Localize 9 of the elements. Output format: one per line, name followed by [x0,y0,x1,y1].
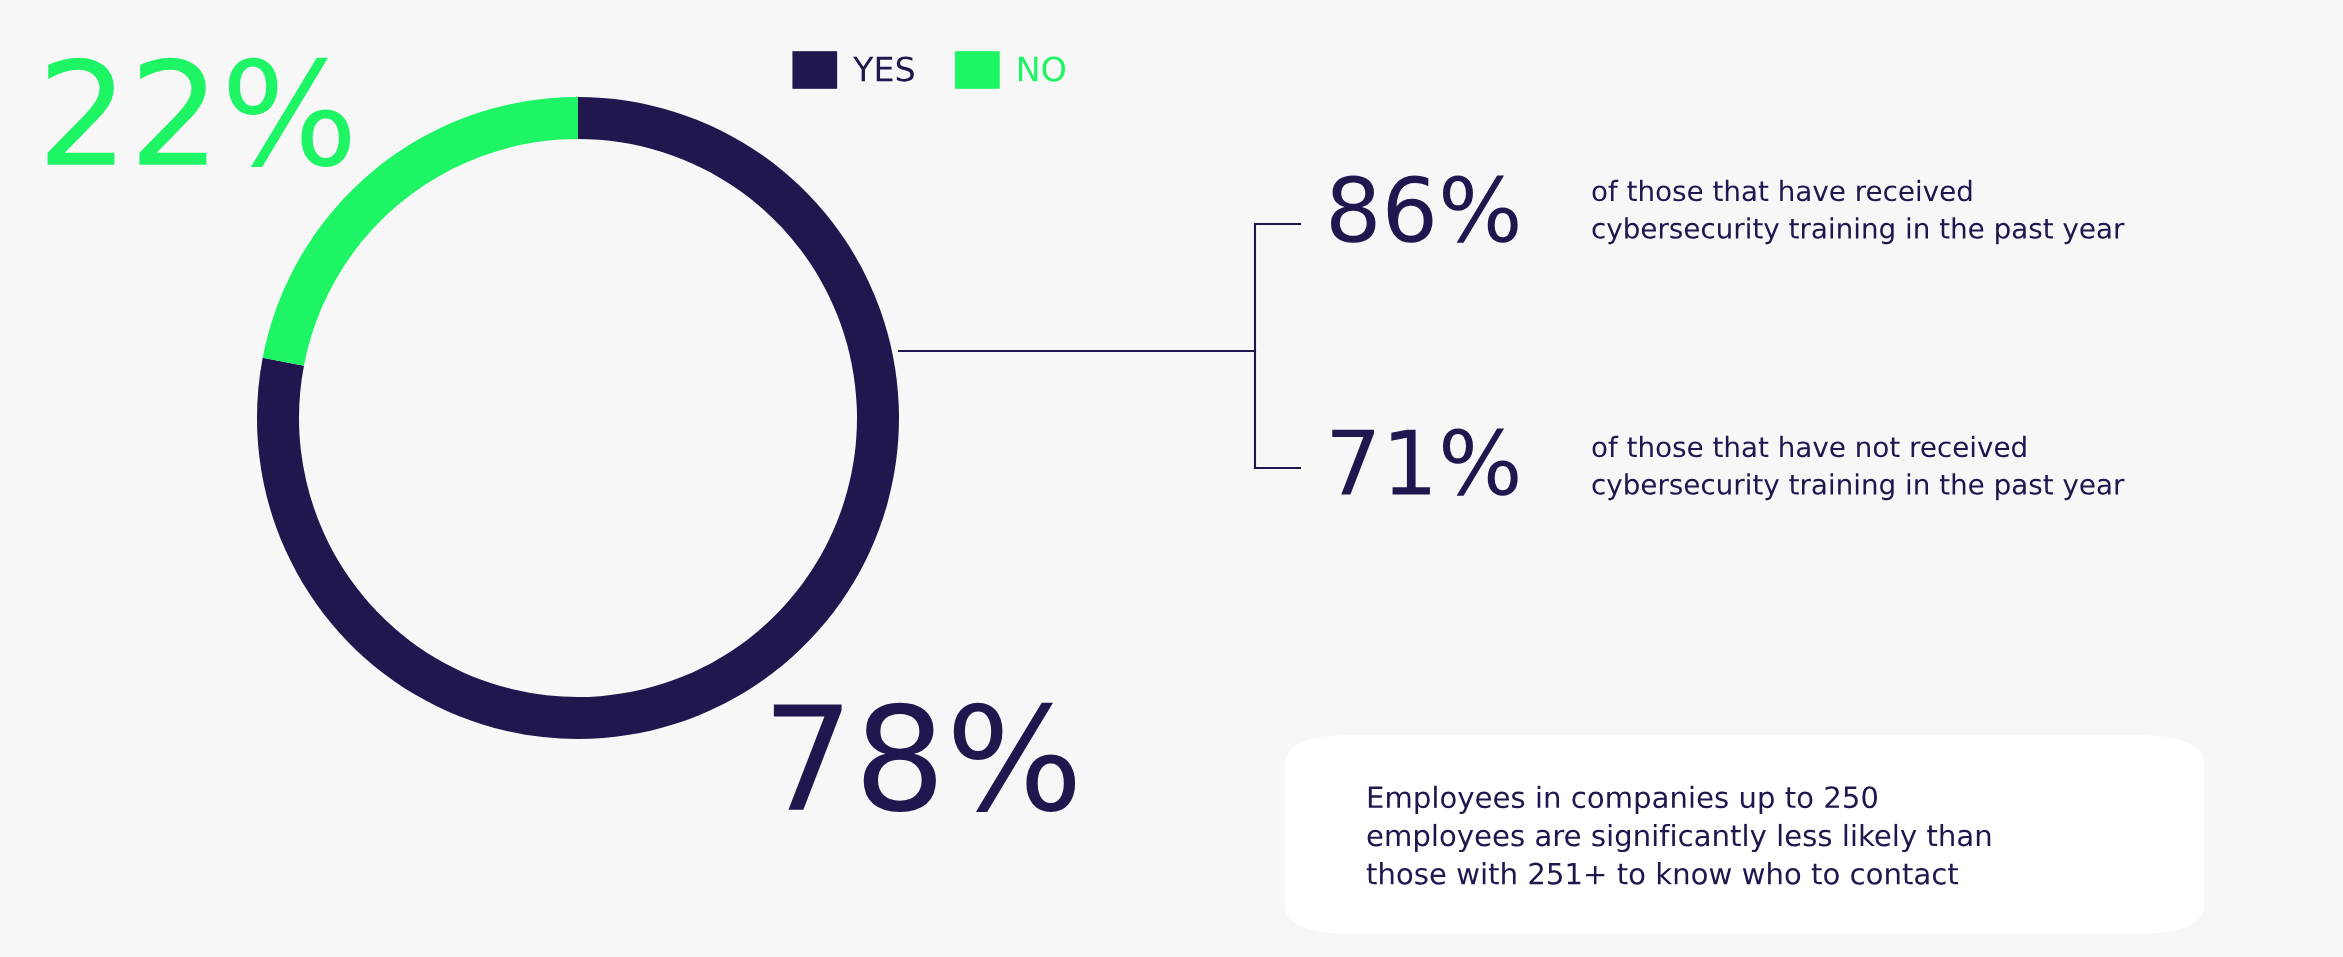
text: 86% [1331,175,1518,243]
data-label: 78% [773,702,1076,812]
text: 71% [1332,428,1518,496]
text: Employees in companies up to 250 employees are significantly less likely than those with 251+ to know who to contact [1366,785,1991,885]
legend-label: NO [1018,56,1065,82]
text: of those that have not received cybersecurity training in the past year [1592,435,2125,501]
data-label: 22% [47,57,351,167]
legend-label: YES [853,56,914,82]
text: of those that have received cybersecurity training in the past year [1592,179,2125,245]
